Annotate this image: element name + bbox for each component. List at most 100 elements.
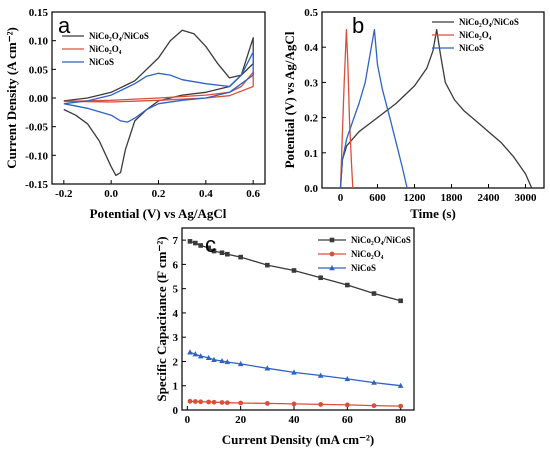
data-point bbox=[198, 399, 204, 405]
data-point bbox=[265, 262, 270, 268]
data-point bbox=[219, 250, 225, 256]
x-tick-label: 3000 bbox=[515, 192, 538, 204]
panel-a-ylabel: Current Density (A cm⁻²) bbox=[4, 27, 19, 169]
series-line bbox=[339, 28, 408, 189]
panel-a-ticks: -0.2 0.0 0.2 0.4 0.6 -0.15 -0.10 -0.05 0.00 0.05 0… bbox=[25, 7, 260, 200]
data-point bbox=[192, 399, 198, 404]
panel-a-xlabel: Potential (V) vs Ag/AgCl bbox=[90, 206, 227, 221]
data-point bbox=[318, 402, 324, 407]
x-tick-label: 60 bbox=[342, 414, 354, 426]
panel-b-legend: NiCo₂O₄/NiCoS NiCo₂O₄ NiCoS bbox=[432, 17, 519, 53]
x-tick-label: 0.0 bbox=[104, 188, 118, 200]
data-point bbox=[187, 349, 193, 355]
panel-c-series bbox=[187, 239, 404, 409]
x-tick-label: 2400 bbox=[478, 192, 501, 204]
data-point bbox=[219, 400, 225, 405]
y-tick-label: 0.10 bbox=[29, 36, 49, 48]
data-point bbox=[237, 360, 244, 367]
data-point bbox=[317, 372, 324, 378]
data-point bbox=[193, 240, 198, 246]
legend-label: NiCo₂O₄/NiCoS bbox=[89, 31, 149, 41]
panel-b-frame bbox=[321, 11, 545, 189]
series-line bbox=[339, 28, 354, 189]
data-point bbox=[371, 403, 377, 409]
x-tick-label: -0.2 bbox=[55, 188, 73, 200]
y-tick-label: -0.10 bbox=[25, 150, 48, 162]
panel-a-legend: NiCo₂O₄/NiCoS NiCo₂O₄ NiCoS bbox=[62, 31, 149, 67]
panel-a-series bbox=[63, 29, 254, 177]
y-tick-label: 7 bbox=[173, 235, 179, 247]
x-tick-label: 0.4 bbox=[199, 188, 213, 200]
data-point bbox=[345, 282, 350, 288]
x-tick-label: 600 bbox=[369, 192, 386, 204]
x-tick-label: 20 bbox=[235, 414, 247, 426]
data-point bbox=[219, 357, 225, 364]
y-tick-label: 1 bbox=[173, 381, 179, 393]
panel-b-label: b bbox=[352, 13, 364, 38]
data-point bbox=[398, 403, 404, 409]
y-tick-label: 4 bbox=[173, 308, 179, 320]
data-point bbox=[291, 369, 297, 375]
y-tick-label: -0.15 bbox=[25, 179, 48, 191]
panel-b-xlabel: Time (s) bbox=[410, 206, 456, 221]
data-point bbox=[264, 365, 271, 371]
x-tick-label: 1200 bbox=[404, 192, 427, 204]
data-point bbox=[397, 382, 404, 388]
y-tick-label: 0.1 bbox=[304, 148, 318, 160]
legend-label: NiCo₂O₄ bbox=[351, 249, 384, 259]
x-tick-label: 80 bbox=[395, 414, 407, 426]
legend-label: NiCoS bbox=[459, 43, 484, 53]
panel-c-xlabel: Current Density (mA cm⁻²) bbox=[222, 432, 374, 447]
panel-a-cv-curves: -0.2 0.0 0.2 0.4 0.6 -0.15 -0.10 -0.05 0.00 0.05 0… bbox=[4, 7, 266, 221]
y-tick-label: 0.3 bbox=[304, 77, 318, 89]
data-point bbox=[187, 239, 193, 244]
y-tick-label: 0.00 bbox=[29, 93, 49, 105]
data-point bbox=[206, 245, 211, 251]
data-point bbox=[225, 251, 230, 257]
data-point bbox=[198, 243, 203, 248]
legend-label: NiCo₂O₄ bbox=[89, 44, 122, 54]
y-tick-label: -0.05 bbox=[25, 122, 48, 134]
panel-b-ticks: 0 600 1200 1800 2400 3000 0.0 0.1 0.2 0.3 0.4 0.5 bbox=[304, 7, 537, 204]
y-tick-label: 0.4 bbox=[304, 42, 318, 54]
y-tick-label: 0.2 bbox=[304, 113, 318, 125]
panel-b-gcd-curves: 0 600 1200 1800 2400 3000 0.0 0.1 0.2 0.3 0.4 0.5 N… bbox=[282, 7, 545, 221]
data-point bbox=[192, 351, 199, 357]
series-line bbox=[63, 51, 254, 123]
data-point bbox=[211, 248, 217, 254]
panel-c-ticks: 0 20 40 60 80 0 1 2 3 4 5 6 7 bbox=[173, 235, 407, 426]
y-tick-label: 0.15 bbox=[29, 7, 49, 19]
y-tick-label: 0.5 bbox=[304, 7, 318, 19]
data-point bbox=[318, 275, 323, 281]
panel-c-frame bbox=[181, 227, 415, 411]
y-tick-label: 0.05 bbox=[29, 64, 49, 76]
legend-label: NiCoS bbox=[351, 263, 376, 273]
data-point bbox=[224, 400, 230, 406]
panel-b-series bbox=[339, 28, 533, 189]
series-line bbox=[189, 351, 401, 387]
panel-a-label: a bbox=[58, 13, 71, 38]
data-point bbox=[344, 375, 351, 382]
x-tick-label: 40 bbox=[289, 414, 301, 426]
legend-label: NiCo₂O₄ bbox=[459, 30, 492, 40]
x-tick-label: 0.2 bbox=[152, 188, 166, 200]
x-tick-label: 0 bbox=[185, 414, 191, 426]
data-point bbox=[398, 298, 403, 304]
data-point bbox=[344, 402, 350, 408]
legend-label: NiCoS bbox=[89, 57, 114, 67]
y-tick-label: 6 bbox=[173, 259, 179, 271]
data-point bbox=[211, 399, 217, 405]
legend-marker bbox=[329, 265, 335, 271]
legend-label: NiCo₂O₄/NiCoS bbox=[459, 17, 519, 27]
data-point bbox=[205, 354, 212, 361]
legend-marker bbox=[329, 237, 335, 243]
y-tick-label: 0 bbox=[173, 405, 179, 417]
panel-c-ylabel: Specific Capacitance (F cm⁻²) bbox=[154, 236, 169, 401]
data-point bbox=[264, 401, 270, 406]
data-point bbox=[224, 358, 231, 365]
x-tick-label: 0 bbox=[338, 192, 344, 204]
panel-c-label: c bbox=[205, 232, 216, 257]
data-point bbox=[238, 254, 243, 260]
x-tick-label: 0.6 bbox=[246, 188, 260, 200]
